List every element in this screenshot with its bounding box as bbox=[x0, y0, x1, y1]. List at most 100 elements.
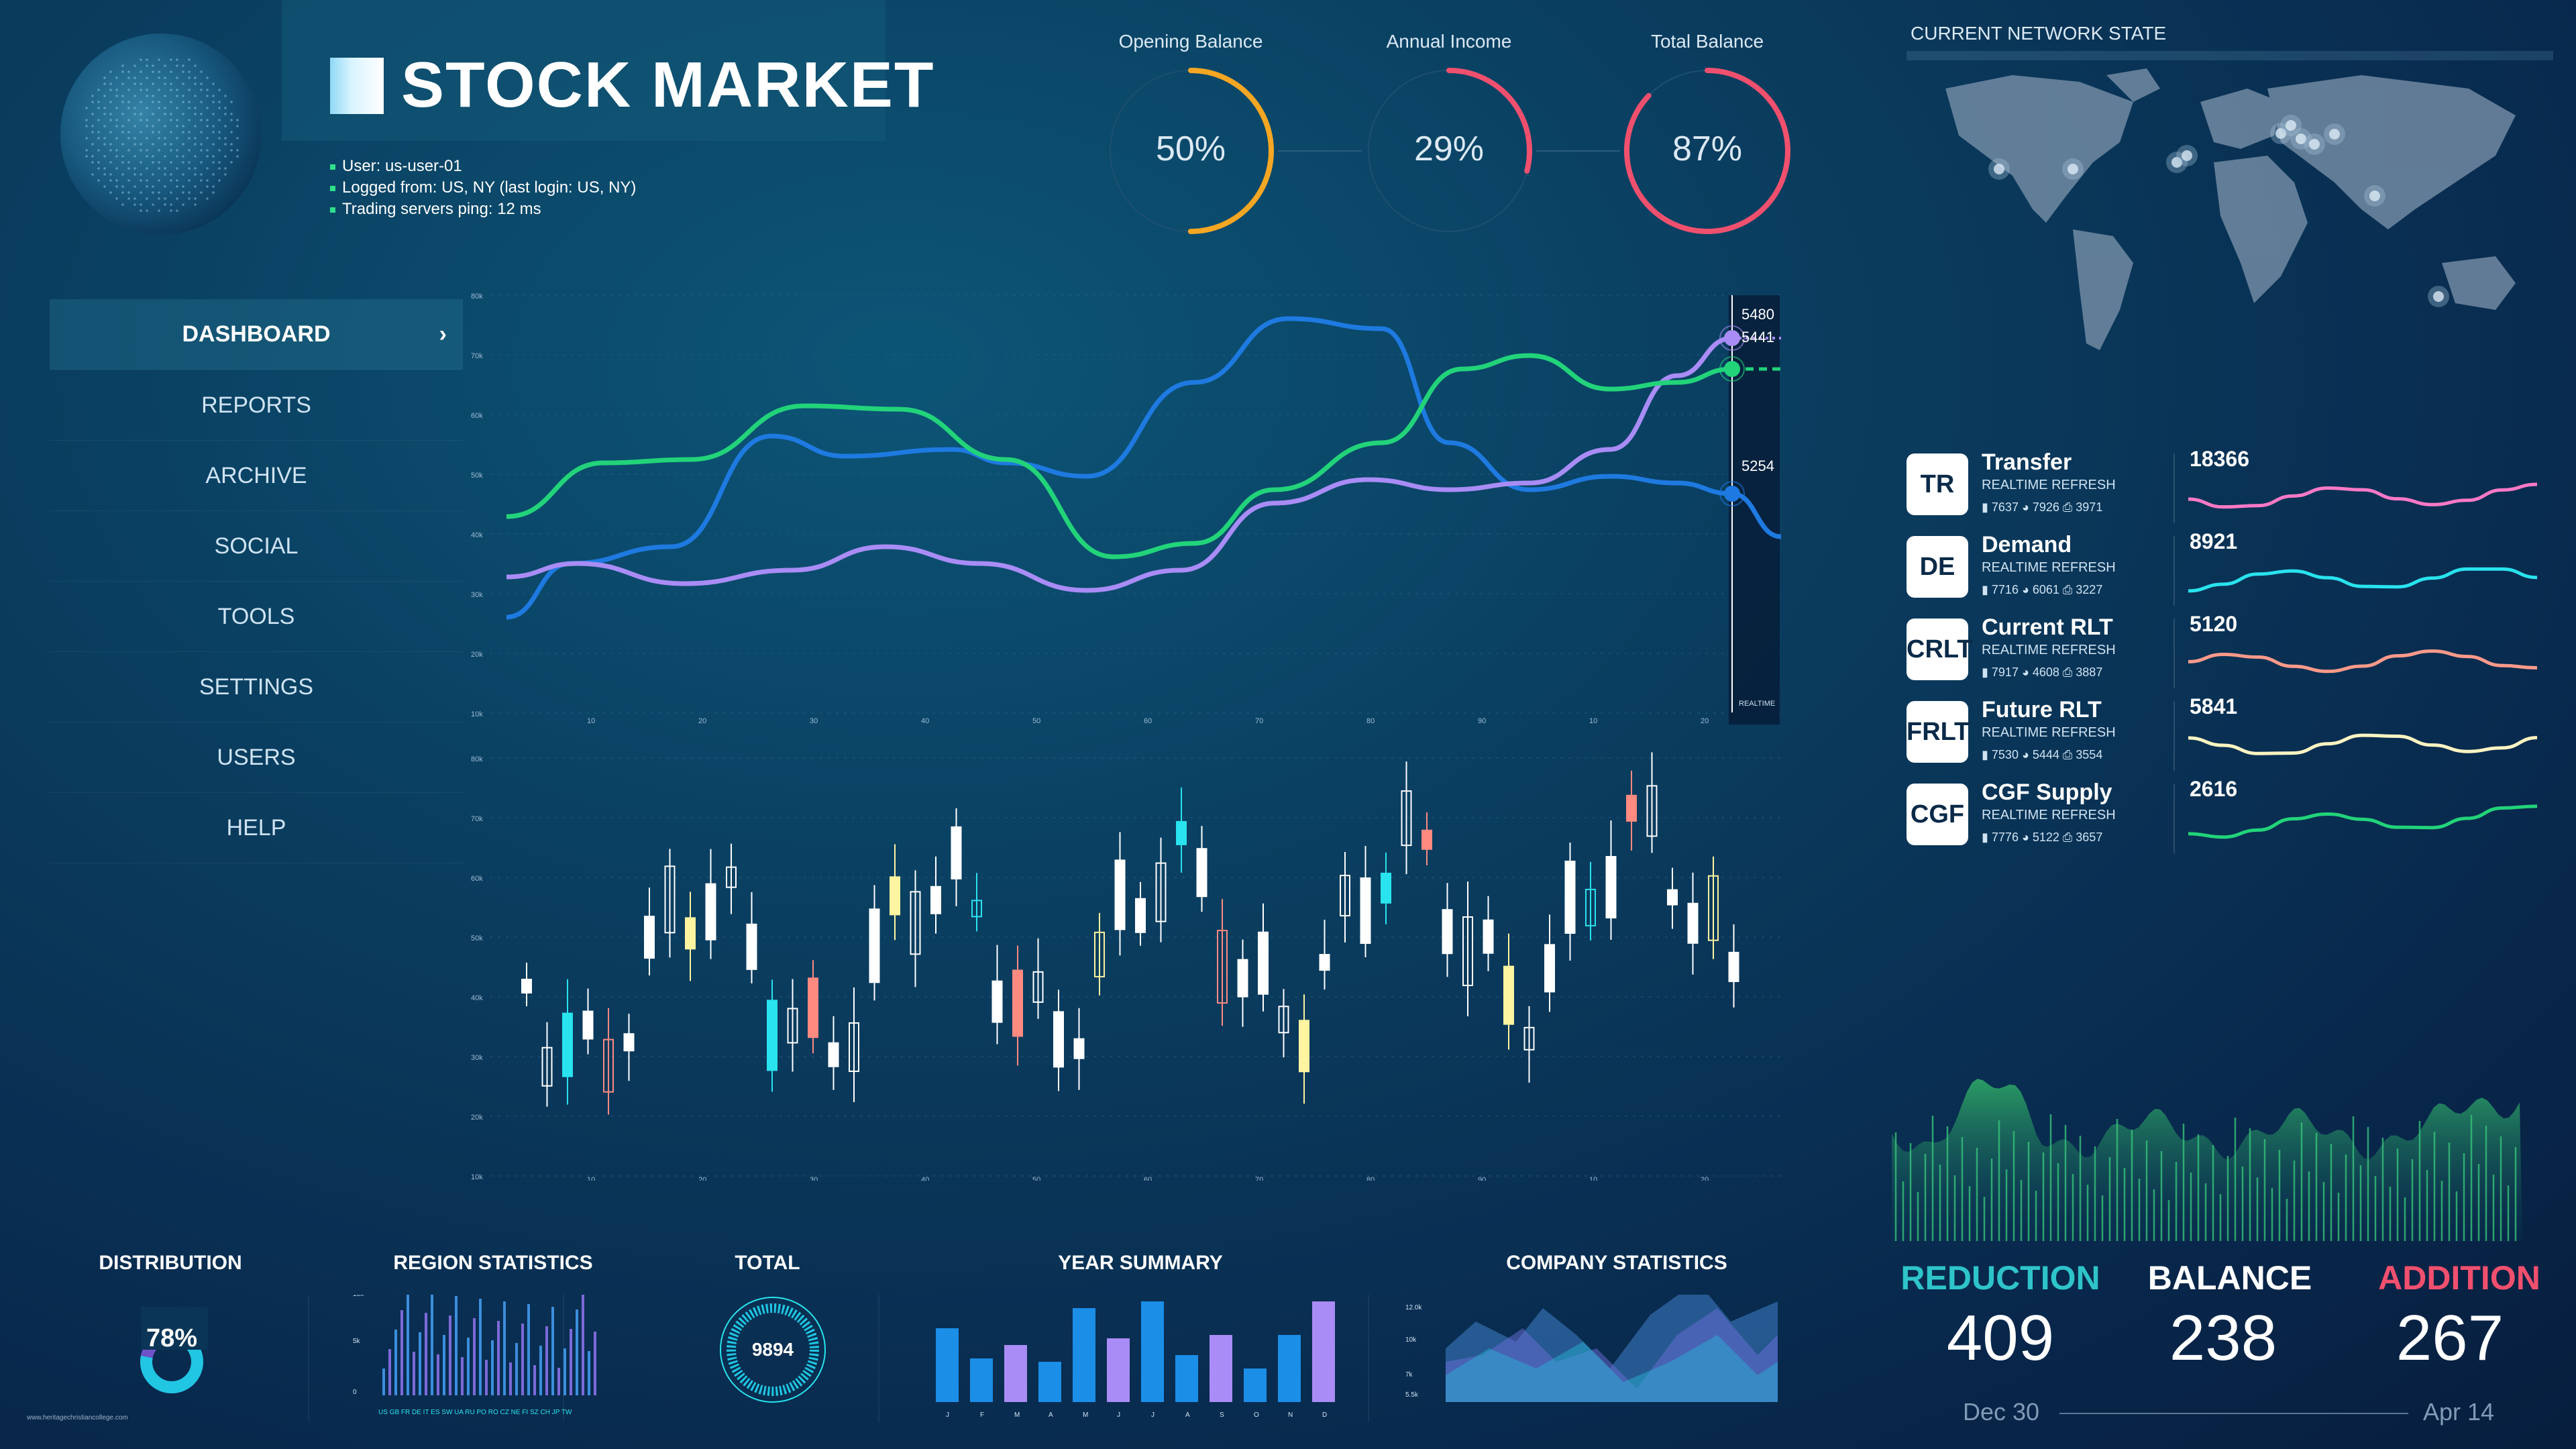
candle-body bbox=[603, 1038, 614, 1093]
globe-dot bbox=[115, 179, 118, 182]
globe-dot bbox=[212, 155, 215, 158]
candle-body bbox=[1421, 829, 1432, 850]
globe-dot bbox=[115, 125, 118, 127]
region-bar bbox=[413, 1352, 415, 1395]
sidebar-item-reports[interactable]: REPORTS bbox=[50, 370, 463, 441]
candle-body bbox=[1708, 875, 1719, 941]
globe-dot bbox=[127, 89, 130, 91]
globe-dot bbox=[206, 119, 209, 121]
globe-dot bbox=[85, 107, 88, 109]
globe-dot bbox=[200, 119, 203, 121]
globe-dot bbox=[164, 203, 166, 206]
globe-dot bbox=[218, 107, 221, 109]
globe-dot bbox=[218, 179, 221, 182]
candle-body bbox=[1155, 862, 1167, 922]
globe-dot bbox=[91, 131, 94, 133]
globe-dot bbox=[176, 89, 178, 91]
globe-dot bbox=[176, 155, 178, 158]
globe-dot bbox=[194, 64, 197, 67]
ticker-row[interactable]: FRLT Future RLT REALTIME REFRESH ▮ 7530 ◕ 5… bbox=[1907, 694, 2551, 775]
globe-dot bbox=[97, 101, 100, 103]
ticker-stat-2: 5444 bbox=[2032, 748, 2059, 761]
candle-body bbox=[910, 891, 921, 955]
globe-dot bbox=[109, 89, 112, 91]
network-node bbox=[2275, 128, 2286, 139]
globe-dot bbox=[140, 191, 142, 194]
globe-dot bbox=[194, 167, 197, 170]
gauge-label-income: Annual Income bbox=[1386, 31, 1512, 52]
globe-dot bbox=[140, 179, 142, 182]
year-bar bbox=[1210, 1335, 1232, 1402]
globe-dot bbox=[176, 107, 178, 109]
globe-dot bbox=[206, 89, 209, 91]
globe-dot bbox=[152, 70, 154, 73]
ticker-stat-3: 3227 bbox=[2076, 583, 2103, 596]
globe-dot bbox=[146, 58, 148, 61]
candle-body bbox=[1462, 916, 1473, 986]
region-bar bbox=[407, 1295, 409, 1395]
globe-dot bbox=[146, 167, 148, 170]
gauge-arc bbox=[1366, 68, 1532, 234]
globe-dot bbox=[158, 149, 160, 152]
x-tick-label: 30 bbox=[810, 1176, 818, 1181]
year-month-label: S bbox=[1220, 1411, 1224, 1419]
globe-dot bbox=[206, 76, 209, 79]
network-node bbox=[2329, 129, 2340, 140]
network-node bbox=[2309, 139, 2320, 150]
sidebar-item-social[interactable]: SOCIAL bbox=[50, 511, 463, 582]
globe-dot bbox=[200, 83, 203, 85]
globe-dot bbox=[146, 179, 148, 182]
marker-label: 5254 bbox=[1741, 458, 1774, 474]
sidebar-item-help[interactable]: HELP bbox=[50, 793, 463, 863]
region-bar bbox=[394, 1330, 397, 1395]
y-tick-label: 60k bbox=[471, 875, 483, 883]
globe-dot bbox=[158, 58, 160, 61]
globe-dot bbox=[182, 125, 184, 127]
x-tick-label: 20 bbox=[1701, 717, 1709, 724]
globe-dot bbox=[140, 161, 142, 164]
globe-dot bbox=[121, 203, 124, 206]
globe-texture bbox=[85, 58, 239, 212]
globe-icon bbox=[60, 34, 262, 235]
globe-dot bbox=[176, 95, 178, 97]
globe-dot bbox=[182, 95, 184, 97]
ticker-name: Future RLT bbox=[1982, 697, 2102, 722]
globe-dot bbox=[182, 101, 184, 103]
globe-dot bbox=[152, 203, 154, 206]
globe-dot bbox=[176, 197, 178, 200]
globe-dot bbox=[91, 173, 94, 176]
ticker-stat-2: 6061 bbox=[2032, 583, 2059, 596]
ticker-stat-2: 4608 bbox=[2032, 665, 2059, 679]
globe-dot bbox=[121, 101, 124, 103]
globe-dot bbox=[182, 155, 184, 158]
region-bar bbox=[551, 1307, 554, 1395]
sidebar-item-tools[interactable]: TOOLS bbox=[50, 582, 463, 652]
globe-dot bbox=[194, 76, 197, 79]
globe-dot bbox=[127, 197, 130, 200]
sidebar-item-users[interactable]: USERS bbox=[50, 722, 463, 793]
y-tick-label: 40k bbox=[471, 531, 483, 539]
year-month-label: J bbox=[1117, 1411, 1120, 1419]
sidebar-item-dashboard[interactable]: DASHBOARD › bbox=[50, 299, 463, 370]
sidebar-item-archive[interactable]: ARCHIVE bbox=[50, 441, 463, 511]
candle-body bbox=[787, 1008, 798, 1044]
candle-body bbox=[705, 883, 716, 941]
globe-dot bbox=[164, 137, 166, 140]
globe-dot bbox=[115, 89, 118, 91]
ticker-row[interactable]: DE Demand REALTIME REFRESH ▮ 7716 ◕ 6061 ⎙ … bbox=[1907, 529, 2551, 610]
globe-dot bbox=[164, 64, 166, 67]
globe-dot bbox=[230, 119, 233, 121]
line-chart: 80k 70k 60k 50k 40k 30k 20k 10k 10 20 30 40 50 60 70 80… bbox=[471, 292, 1784, 724]
ticker-row[interactable]: TR Transfer REALTIME REFRESH ▮ 7637 ◕ 7926 … bbox=[1907, 447, 2551, 527]
globe-dot bbox=[152, 95, 154, 97]
gauges-svg bbox=[1108, 68, 1790, 234]
ticker-row[interactable]: CRLT Current RLT REALTIME REFRESH ▮ 7917 ◕ … bbox=[1907, 612, 2551, 692]
x-tick-label: 90 bbox=[1478, 717, 1486, 724]
year-bar bbox=[1278, 1335, 1301, 1402]
globe-dot bbox=[212, 161, 215, 164]
gauge-value-total: 87% bbox=[1672, 129, 1743, 168]
sidebar-item-settings[interactable]: SETTINGS bbox=[50, 652, 463, 722]
globe-dot bbox=[212, 191, 215, 194]
ticker-row[interactable]: CGF CGF Supply REALTIME REFRESH ▮ 7776 ◕ 51… bbox=[1907, 777, 2551, 857]
candle-body bbox=[1544, 944, 1555, 993]
